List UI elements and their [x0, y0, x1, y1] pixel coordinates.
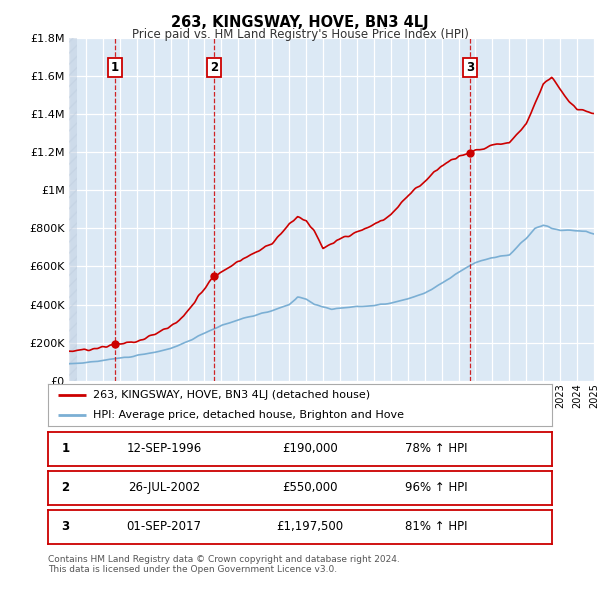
Text: 1: 1	[111, 61, 119, 74]
Text: 26-JUL-2002: 26-JUL-2002	[128, 481, 200, 494]
Text: HPI: Average price, detached house, Brighton and Hove: HPI: Average price, detached house, Brig…	[94, 409, 404, 419]
Text: Price paid vs. HM Land Registry's House Price Index (HPI): Price paid vs. HM Land Registry's House …	[131, 28, 469, 41]
Text: £550,000: £550,000	[283, 481, 338, 494]
Text: 78% ↑ HPI: 78% ↑ HPI	[405, 442, 467, 455]
Text: 3: 3	[62, 520, 70, 533]
Text: 96% ↑ HPI: 96% ↑ HPI	[405, 481, 467, 494]
Text: £1,197,500: £1,197,500	[277, 520, 344, 533]
Text: 2: 2	[62, 481, 70, 494]
Text: Contains HM Land Registry data © Crown copyright and database right 2024.: Contains HM Land Registry data © Crown c…	[48, 555, 400, 563]
Text: 81% ↑ HPI: 81% ↑ HPI	[405, 520, 467, 533]
Text: 12-SEP-1996: 12-SEP-1996	[126, 442, 202, 455]
Text: 1: 1	[62, 442, 70, 455]
Text: 01-SEP-2017: 01-SEP-2017	[127, 520, 202, 533]
Text: 263, KINGSWAY, HOVE, BN3 4LJ (detached house): 263, KINGSWAY, HOVE, BN3 4LJ (detached h…	[94, 390, 370, 400]
Bar	[69, 38, 77, 381]
Text: 3: 3	[466, 61, 474, 74]
Text: £190,000: £190,000	[282, 442, 338, 455]
Text: 263, KINGSWAY, HOVE, BN3 4LJ: 263, KINGSWAY, HOVE, BN3 4LJ	[171, 15, 429, 30]
Text: This data is licensed under the Open Government Licence v3.0.: This data is licensed under the Open Gov…	[48, 565, 337, 573]
Text: 2: 2	[210, 61, 218, 74]
